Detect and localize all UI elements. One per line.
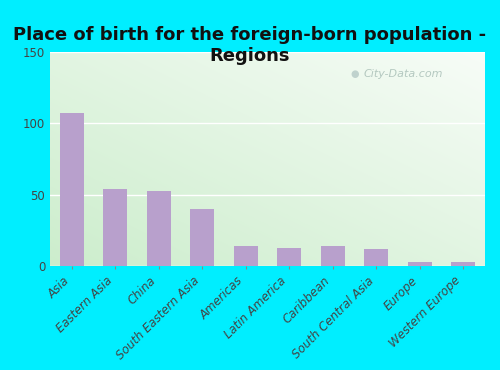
Bar (364, 249, 388, 266)
Bar (234, 246, 258, 266)
Text: ●: ● (350, 69, 358, 79)
Text: City-Data.com: City-Data.com (363, 69, 442, 79)
Bar (452, 262, 475, 266)
Bar (60, 113, 84, 266)
Bar (321, 246, 344, 266)
Text: Place of birth for the foreign-born population -
Regions: Place of birth for the foreign-born popu… (14, 26, 486, 65)
Bar (408, 262, 432, 266)
Bar (190, 209, 214, 266)
Bar (104, 189, 127, 266)
Bar (147, 191, 171, 266)
Bar (278, 248, 301, 266)
